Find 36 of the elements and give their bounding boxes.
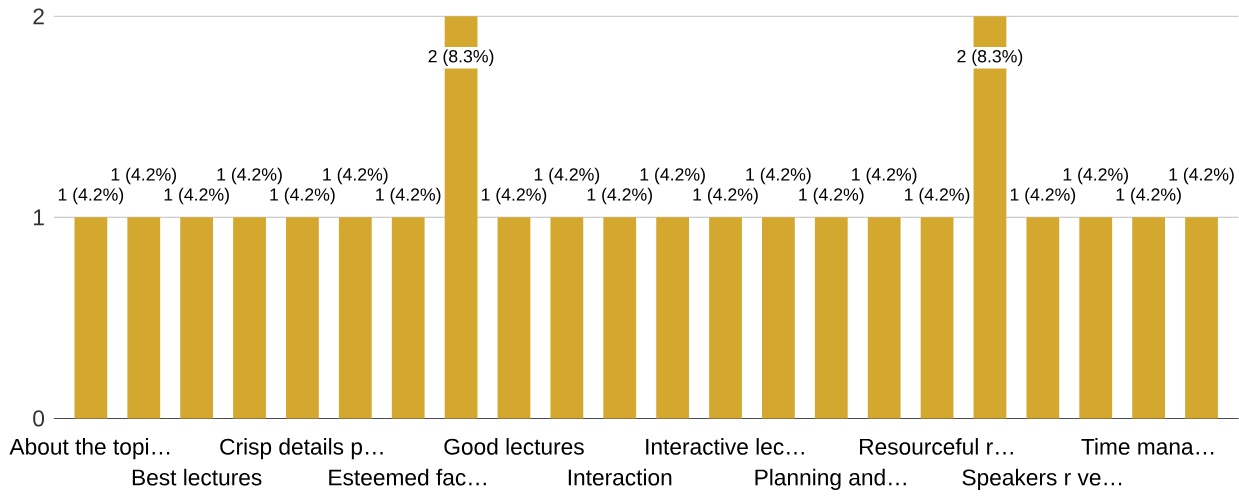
- x-tick-label: Time mana…: [1081, 437, 1214, 455]
- data-label: 1 (4.2%): [1116, 187, 1181, 205]
- x-tick-label: Resourceful r…: [860, 437, 1013, 455]
- data-label: 1 (4.2%): [799, 187, 864, 205]
- data-label: 1 (4.2%): [905, 187, 970, 205]
- x-tick-label: Planning and…: [755, 468, 906, 490]
- data-label: 1 (4.2%): [746, 167, 811, 184]
- y-tick-label: 0: [33, 410, 45, 427]
- data-label: 1 (4.2%): [587, 187, 652, 205]
- data-label: 1 (4.2%): [852, 167, 917, 184]
- data-label: 1 (4.2%): [58, 187, 124, 205]
- data-label: 1 (4.2%): [111, 167, 177, 184]
- data-label: 1 (4.2%): [1169, 167, 1234, 184]
- data-label: 1 (4.2%): [376, 187, 441, 205]
- x-tick-label: Interactive lec…: [646, 437, 804, 455]
- y-tick-label: 2: [33, 8, 44, 25]
- x-tick-label: Best lectures: [132, 468, 262, 486]
- x-tick-label: About the topi…: [9, 437, 170, 460]
- data-label: 1 (4.2%): [1063, 167, 1128, 184]
- data-label: 1 (4.2%): [693, 187, 758, 205]
- data-label: 1 (4.2%): [217, 167, 282, 184]
- data-label: 1 (4.2%): [1010, 187, 1076, 205]
- x-tick-label: Crisp details p…: [220, 437, 383, 460]
- x-tick-label: Interaction: [568, 468, 672, 486]
- data-label: 1 (4.2%): [323, 167, 388, 184]
- x-tick-label: Speakers r ve…: [962, 468, 1122, 490]
- data-label: 1 (4.2%): [534, 167, 600, 184]
- data-label: 2 (8.3%): [428, 49, 494, 66]
- data-label: 2 (8.3%): [957, 49, 1023, 66]
- x-tick-label: Good lectures: [444, 437, 584, 455]
- data-label: 1 (4.2%): [481, 187, 547, 205]
- x-tick-label: Esteemed fac…: [329, 468, 486, 486]
- data-label: 1 (4.2%): [640, 167, 705, 184]
- data-label: 1 (4.2%): [164, 187, 229, 205]
- y-tick-label: 1: [34, 209, 44, 225]
- data-label: 1 (4.2%): [270, 187, 335, 205]
